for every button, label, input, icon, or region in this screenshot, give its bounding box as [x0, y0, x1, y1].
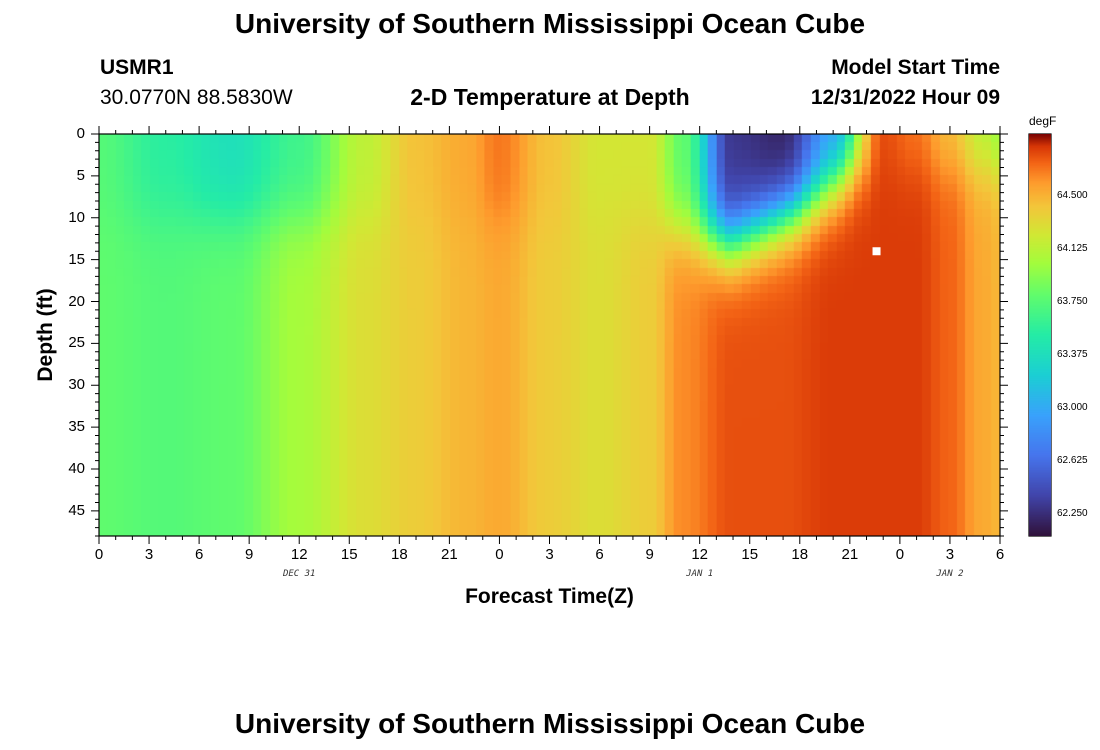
- y-tick-label: 40: [68, 460, 85, 477]
- y-tick-label: 35: [68, 418, 85, 436]
- y-tick-label: 0: [76, 125, 85, 142]
- x-axis-label: Forecast Time(Z): [465, 585, 634, 608]
- x-tick-label: 3: [945, 546, 955, 563]
- temperature-heatmap: [99, 134, 1000, 536]
- colorbar-tick-label: 64.125: [1057, 243, 1088, 255]
- colorbar: [1029, 134, 1051, 536]
- y-tick-label: 25: [68, 334, 85, 352]
- x-tick-label: 3: [545, 546, 554, 563]
- bottom-title: University of Southern Mississippi Ocean…: [234, 708, 866, 739]
- x-tick-label: 6: [995, 546, 1005, 563]
- y-tick-label: 45: [68, 501, 85, 519]
- date-label: JAN 2: [936, 569, 964, 579]
- colorbar-tick-label: 63.750: [1057, 296, 1088, 308]
- model-start-label: Model Start Time: [831, 56, 1000, 79]
- date-label: JAN 1: [686, 569, 714, 579]
- x-tick-label: 3: [144, 546, 154, 563]
- station-id: USMR1: [100, 56, 174, 79]
- colorbar-tick-label: 64.500: [1057, 190, 1088, 202]
- x-tick-label: 0: [495, 546, 504, 563]
- x-tick-label: 12: [290, 546, 308, 563]
- date-label: DEC 31: [282, 569, 316, 579]
- y-tick-label: 15: [68, 250, 85, 268]
- x-tick-label: 9: [645, 546, 654, 563]
- x-tick-label: 9: [244, 546, 254, 563]
- chart-title: 2-D Temperature at Depth: [410, 84, 690, 110]
- x-tick-label: 0: [94, 546, 104, 563]
- x-tick-label: 0: [895, 546, 905, 563]
- model-start-value: 12/31/2022 Hour 09: [810, 86, 1000, 109]
- y-tick-label: 30: [68, 376, 85, 394]
- y-axis-label: Depth (ft): [34, 288, 57, 382]
- y-tick-label: 20: [68, 292, 85, 310]
- x-tick-label: 15: [741, 546, 759, 563]
- x-tick-label: 21: [841, 546, 859, 563]
- x-tick-label: 12: [691, 546, 708, 563]
- colorbar-tick-label: 62.250: [1057, 507, 1088, 519]
- x-tick-label: 21: [441, 546, 458, 563]
- colorbar-tick-label: 63.375: [1057, 349, 1088, 361]
- y-tick-label: 10: [68, 208, 85, 226]
- x-tick-label: 6: [194, 546, 204, 563]
- page-title: University of Southern Mississippi Ocean…: [234, 8, 866, 39]
- colorbar-unit: degF: [1029, 114, 1057, 128]
- x-tick-label: 6: [595, 546, 604, 563]
- colorbar-tick-label: 62.625: [1057, 454, 1088, 466]
- station-coords: 30.0770N 88.5830W: [100, 86, 293, 109]
- colorbar-tick-label: 63.000: [1057, 402, 1088, 414]
- x-tick-label: 18: [791, 546, 809, 563]
- x-tick-label: 15: [340, 546, 358, 563]
- y-tick-label: 5: [76, 166, 85, 184]
- x-tick-label: 18: [390, 546, 408, 563]
